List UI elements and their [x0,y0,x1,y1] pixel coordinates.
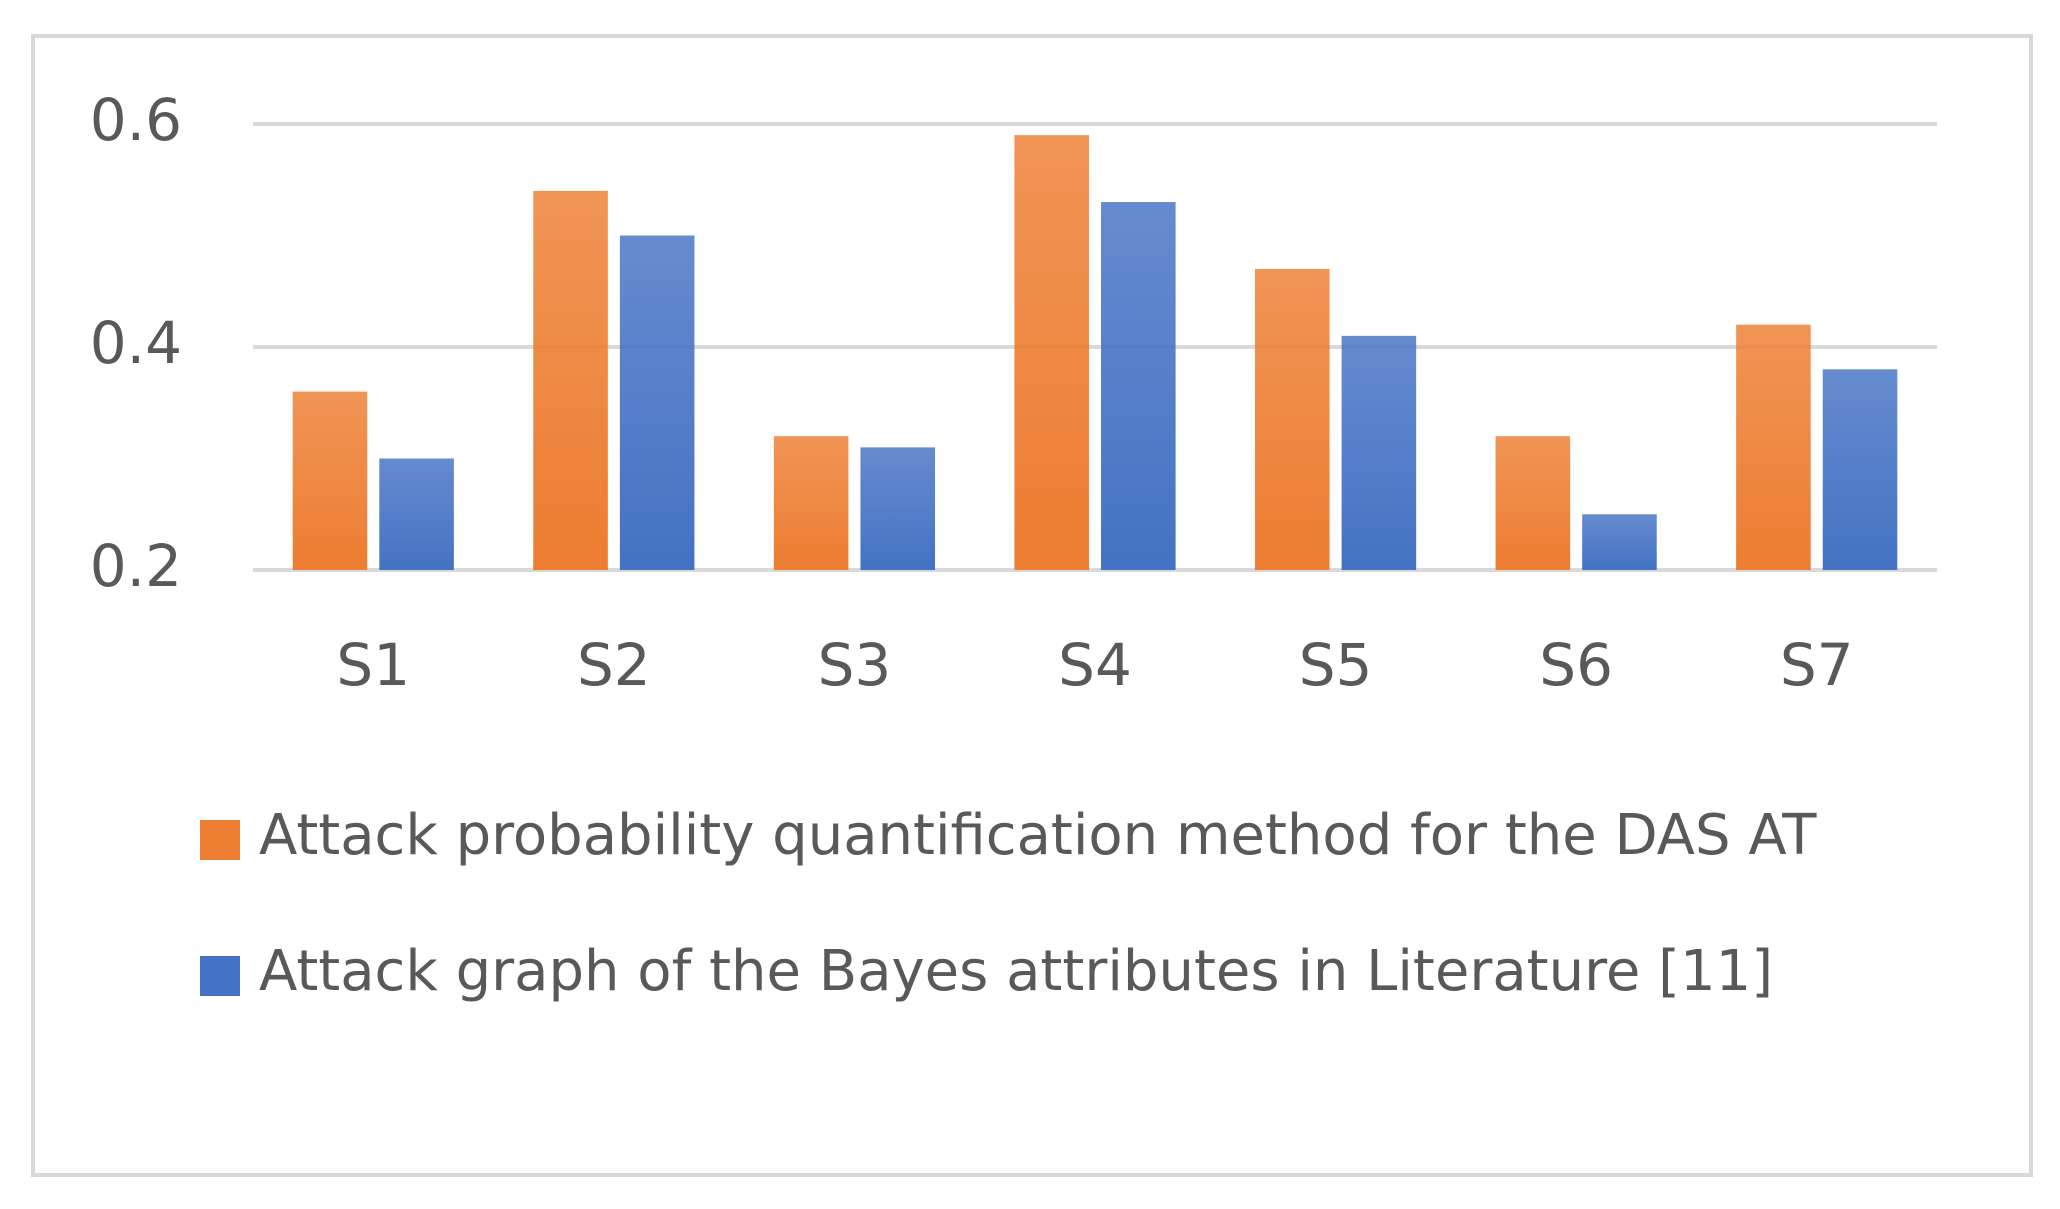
bar [773,436,849,570]
x-tick-label: S1 [336,631,410,699]
x-tick-label: S7 [1780,631,1854,699]
bar [1495,436,1571,570]
bar [1822,369,1898,570]
y-tick-label: 0.4 [90,309,182,377]
legend-item: Attack graph of the Bayes attributes in … [200,926,1899,1018]
legend-swatch [200,820,240,860]
bar [1014,135,1089,570]
bar [533,190,608,570]
bar [379,458,454,570]
bar [1341,335,1417,570]
bar [1254,268,1330,570]
y-tick-label: 0.2 [90,532,182,600]
legend-item: Attack probability quantification method… [200,790,1899,882]
x-tick-label: S2 [577,631,651,699]
legend: Attack probability quantification method… [200,790,1900,1062]
x-tick-label: S6 [1539,631,1613,699]
legend-label: Attack graph of the Bayes attributes in … [259,939,1774,1004]
bar [1101,202,1176,571]
bar [1736,324,1811,570]
bar [1582,514,1657,570]
x-tick-label: S3 [818,631,892,699]
bar [860,447,936,570]
legend-label: Attack probability quantification method… [259,803,1817,868]
legend-swatch [200,956,240,996]
x-tick-label: S4 [1058,631,1132,699]
bar [619,235,695,570]
y-tick-label: 0.6 [90,86,182,154]
x-tick-label: S5 [1299,631,1373,699]
bar [292,391,368,570]
